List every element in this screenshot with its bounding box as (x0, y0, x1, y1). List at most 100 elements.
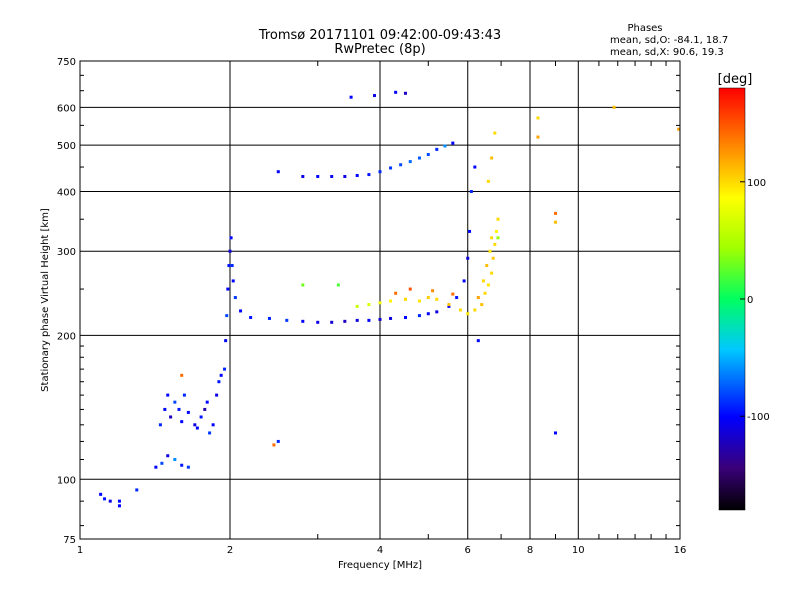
data-point (177, 407, 181, 411)
data-point (231, 279, 235, 283)
data-point (435, 297, 439, 301)
data-point (483, 291, 487, 295)
y-tick-label: 300 (57, 247, 76, 258)
data-point (403, 91, 407, 95)
data-point (490, 156, 494, 160)
colorbar-ticks: 100 0 -100 (740, 178, 770, 423)
data-point (553, 431, 557, 435)
data-point (443, 144, 447, 148)
data-point (301, 319, 305, 323)
data-point (355, 318, 359, 322)
x-tick-label: 10 (572, 545, 585, 556)
data-point (493, 242, 497, 246)
data-point (180, 373, 184, 377)
data-point (228, 249, 232, 253)
data-point (186, 465, 190, 469)
data-point (224, 339, 228, 343)
plot-points (99, 90, 681, 508)
data-point (389, 316, 393, 320)
data-point (403, 297, 407, 301)
data-point (462, 279, 466, 283)
data-point (378, 317, 382, 321)
data-point (378, 301, 382, 305)
data-point (408, 287, 412, 291)
y-tick-label: 75 (63, 535, 76, 546)
data-point (160, 461, 164, 465)
data-point (173, 400, 177, 404)
data-point (336, 283, 340, 287)
data-point (203, 407, 207, 411)
data-point (485, 264, 489, 268)
x-tick-label: 6 (465, 545, 471, 556)
data-point (301, 174, 305, 178)
chart-subtitle: RwPretec (8p) (334, 42, 425, 57)
data-point (103, 497, 107, 501)
data-point (553, 211, 557, 215)
data-point (426, 153, 430, 157)
y-axis-label: Stationary phase Virtual Height [km] (40, 208, 51, 392)
data-point (553, 220, 557, 224)
data-point (276, 170, 280, 174)
colorbar-tick-label: -100 (747, 412, 770, 423)
plot-grid (80, 61, 680, 539)
data-point (490, 236, 494, 240)
data-point (135, 488, 139, 492)
data-point (355, 304, 359, 308)
data-point (343, 174, 347, 178)
data-point (330, 320, 334, 324)
data-point (367, 318, 371, 322)
data-point (389, 166, 393, 170)
data-point (394, 90, 398, 94)
y-tick-label: 100 (57, 475, 76, 486)
data-point (193, 423, 197, 427)
x-axis-label: Frequency [MHz] (338, 560, 422, 571)
data-point (229, 236, 233, 240)
data-point (469, 189, 473, 193)
data-point (249, 315, 253, 319)
data-point (417, 314, 421, 318)
data-point (367, 173, 371, 177)
data-point (486, 179, 490, 183)
x-tick-label: 4 (377, 545, 383, 556)
data-point (195, 426, 199, 430)
data-point (490, 271, 494, 275)
data-point (417, 299, 421, 303)
data-point (677, 127, 681, 131)
data-point (378, 170, 382, 174)
data-point (435, 310, 439, 314)
colorbar (718, 87, 746, 511)
data-point (301, 283, 305, 287)
data-point (166, 393, 170, 397)
data-point (481, 279, 485, 283)
data-point (451, 141, 455, 145)
data-point (230, 264, 234, 268)
data-point (223, 367, 227, 371)
data-point (447, 304, 451, 308)
data-point (431, 289, 435, 293)
colorbar-tick-label: 0 (747, 295, 753, 306)
plot-frame (79, 60, 681, 540)
data-point (426, 296, 430, 300)
data-point (403, 315, 407, 319)
stats-line-o: mean, sd,O: -84.1, 18.7 (610, 35, 728, 46)
data-point (208, 431, 212, 435)
data-point (466, 256, 470, 260)
data-point (473, 308, 477, 312)
data-point (476, 339, 480, 343)
data-point (408, 160, 412, 164)
data-point (373, 94, 377, 98)
colorbar-tick-label: 100 (747, 178, 766, 189)
axis-ticks: 1 2 4 6 8 10 16 75 100 200 300 400 500 600 750 (57, 57, 686, 556)
data-point (486, 283, 490, 287)
y-tick-label: 400 (57, 187, 76, 198)
chart-title: Tromsø 20171101 09:42:00-09:43:43 (258, 28, 501, 43)
data-point (316, 320, 320, 324)
x-tick-label: 1 (77, 545, 83, 556)
data-point (349, 95, 353, 99)
y-tick-label: 750 (57, 57, 76, 68)
y-tick-label: 500 (57, 141, 76, 152)
data-point (117, 499, 121, 503)
data-point (330, 174, 334, 178)
data-point (211, 423, 215, 427)
